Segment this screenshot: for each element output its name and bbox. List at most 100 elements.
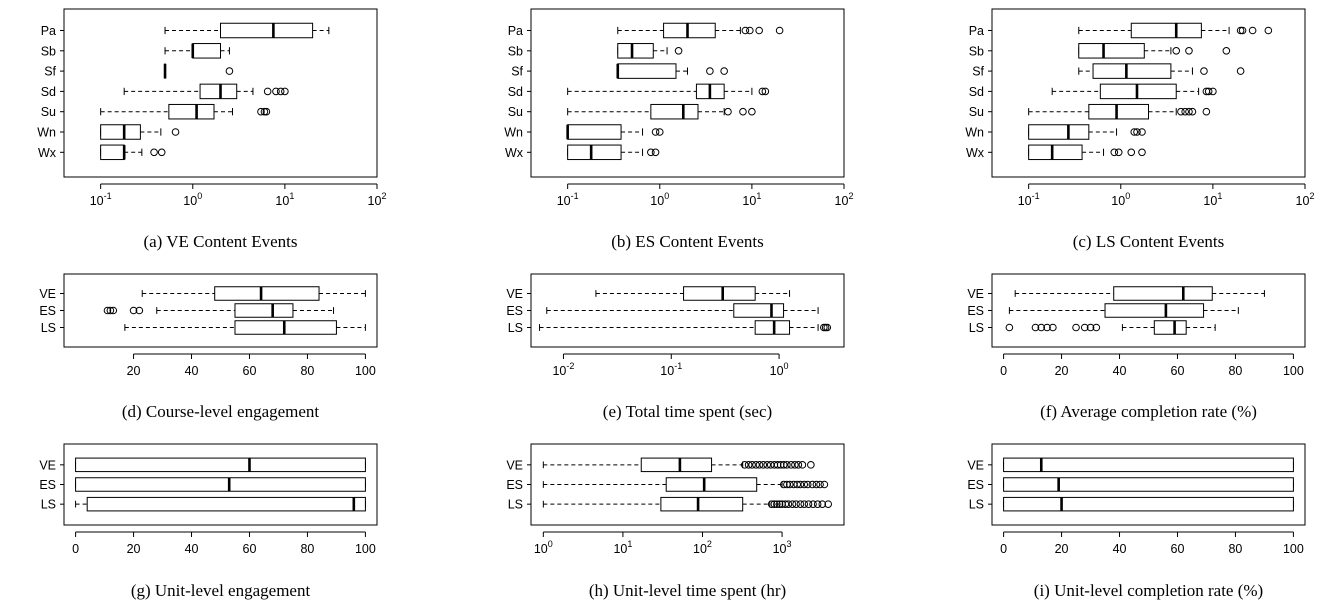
category-label: Sd [969,85,984,99]
outlier-point [1127,148,1136,157]
box [1003,477,1294,492]
category-label: Pa [41,24,56,38]
box [663,22,716,39]
series-sd: Sd [508,83,770,100]
x-tick-label: 60 [243,364,257,378]
outlier-point [818,500,827,508]
x-tick-label: 102 [1296,191,1315,208]
category-label: Pa [969,24,984,38]
outlier-point [794,461,803,469]
outlier-point [1236,67,1245,75]
series-es: ES [967,477,1294,492]
plot-frame [991,8,1306,178]
box [733,303,785,318]
x-tick-label: 100 [183,191,202,208]
plot-frame [530,8,845,178]
category-label: Su [41,105,56,119]
x-tick-label: 20 [1055,364,1069,378]
series-sb: Sb [41,43,230,59]
subplot-3: Pa Sb Sf Sd Su Wn Wx 10-1 100 101 102 (c) LS Conten… [965,8,1315,251]
box [234,320,337,335]
x-tick-label: 10-1 [1018,191,1040,208]
outlier-point [739,107,747,116]
box [1153,320,1187,335]
subplot-5: VE ES LS 10-2 10-1 100 (e) Total time spent (s… [506,273,845,421]
x-tick-label: 10-1 [557,191,579,208]
outlier-point [809,500,817,508]
box [199,83,238,100]
series-sf: Sf [511,63,728,79]
outlier-point [748,107,756,116]
x-tick-label: 102 [368,191,387,208]
outlier-point [783,461,791,469]
outlier-point [820,480,829,489]
outlier-point [798,461,807,469]
outlier-point [1222,47,1231,55]
outlier-point [272,87,280,96]
series-pa: Pa [41,22,330,39]
series-pa: Pa [969,22,1273,39]
x-tick-label: 40 [185,542,199,556]
series-ve: VE [39,286,366,301]
category-label: LS [969,498,984,512]
box [75,477,366,492]
outlier-point [1238,26,1247,35]
outlier-point [796,500,805,508]
outlier-point [651,148,660,157]
outlier-point [796,480,805,489]
series-su: Su [41,103,271,120]
outlier-point [1138,148,1146,157]
outlier-point [746,26,754,35]
subplot-2: Pa Sb Sf Sd Su Wn Wx 10-1 100 101 102 (b) ES Conten… [504,8,853,251]
category-label: Pa [508,24,523,38]
box [214,286,320,301]
subplot-4: VE ES LS 20 40 60 80 100 (d) Course-level engage… [39,273,378,421]
x-tick-label: 100 [1111,191,1130,208]
x-tick-label: 20 [127,542,141,556]
box [660,496,744,512]
box [168,103,215,120]
category-label: Sf [511,65,523,79]
subplot-1: Pa Sb Sf Sd Su Wn Wx 10-1 100 101 102 (a) VE Conten… [37,8,387,251]
outlier-point [755,26,763,35]
category-label: ES [39,478,56,492]
category-label: LS [41,321,56,335]
box [1028,124,1090,140]
outlier-point [1209,87,1217,96]
category-label: Su [969,105,984,119]
box [192,43,222,59]
subplot-9: VE ES LS 0 20 40 60 80 100 (i) Unit-level complet… [967,443,1306,600]
series-ls: LS [41,496,366,512]
outlier-point [813,500,822,508]
outlier-point [1202,107,1211,116]
outlier-point [755,461,764,469]
box [220,22,314,39]
box [234,303,294,318]
outlier-point [823,323,832,332]
series-ve: VE [967,457,1294,472]
outlier-point [1114,148,1123,157]
category-label: Wn [965,126,984,140]
series-ve: VE [506,286,791,301]
x-tick-label: 40 [1113,542,1127,556]
category-label: VE [39,458,56,472]
outlier-point [157,148,166,157]
outlier-point [779,480,788,489]
outlier-point [763,461,771,469]
outlier-point [824,500,833,508]
series-su: Su [969,103,1211,120]
category-label: VE [506,458,523,472]
subplot-caption: (e) Total time spent (sec) [603,402,772,421]
box [617,43,654,59]
series-sb: Sb [508,43,683,59]
category-label: ES [39,304,56,318]
x-tick-label: 100 [355,542,376,556]
category-label: LS [508,498,523,512]
series-wx: Wx [505,144,660,161]
x-tick-label: 100 [355,364,376,378]
x-tick-label: 100 [1283,542,1304,556]
series-ve: VE [967,286,1265,301]
box [86,496,366,512]
subplot-caption: (g) Unit-level engagement [131,581,311,600]
